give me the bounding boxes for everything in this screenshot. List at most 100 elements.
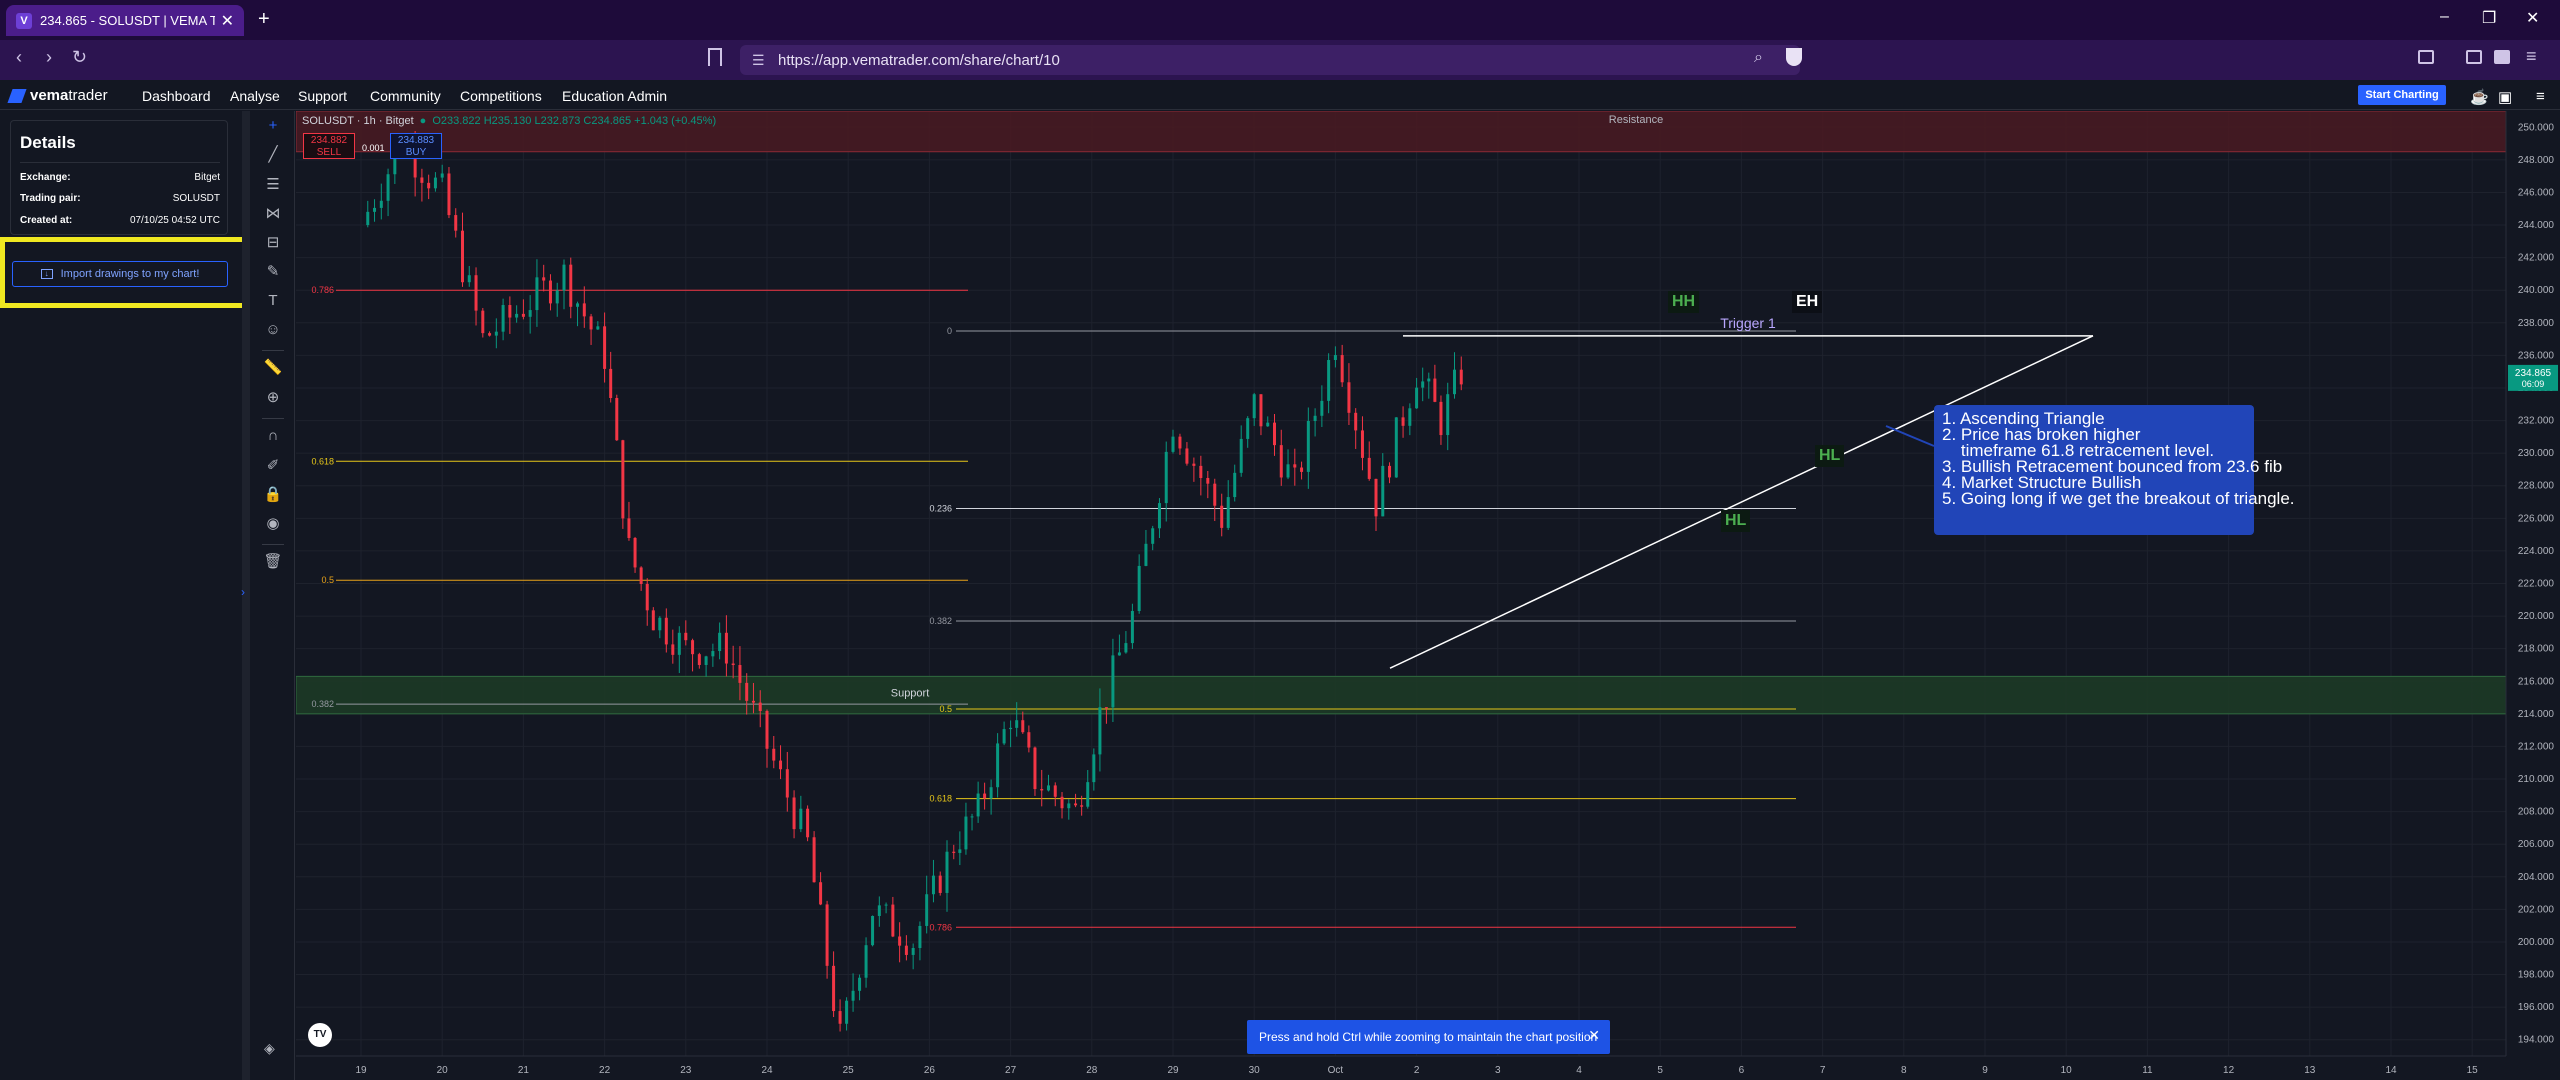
candle-body: [447, 173, 451, 216]
toast-close-icon[interactable]: ✕: [1588, 1027, 1600, 1043]
trash-icon[interactable]: 🗑: [263, 553, 283, 570]
lock-icon[interactable]: 🔒: [263, 486, 283, 503]
symbol-label[interactable]: SOLUSDT · 1h · Bitget: [302, 115, 414, 127]
cast-icon[interactable]: [2418, 50, 2434, 64]
back-arrow-icon[interactable]: ‹: [16, 47, 22, 67]
nav-dashboard[interactable]: Dashboard: [142, 88, 211, 104]
time-tick-label: 13: [2304, 1065, 2316, 1076]
coffee-icon[interactable]: ☕: [2470, 89, 2489, 106]
forward-arrow-icon[interactable]: ›: [46, 47, 52, 67]
hide-drawings-icon[interactable]: ◉: [266, 515, 280, 532]
new-tab-button[interactable]: +: [258, 8, 270, 30]
price-tick-label: 238.000: [2518, 318, 2555, 329]
browser-menu-icon[interactable]: ≡: [2526, 46, 2537, 66]
price-tick-label: 232.000: [2518, 416, 2555, 427]
candle-body: [684, 632, 688, 641]
crosshair-tool-icon[interactable]: +: [268, 117, 278, 134]
analysis-callout[interactable]: 1. Ascending Triangle 2. Price has broke…: [1934, 405, 2295, 535]
candle-body: [1086, 782, 1090, 807]
tab-close-icon[interactable]: ✕: [220, 12, 234, 30]
emoji-tool-icon[interactable]: ☺: [265, 321, 281, 338]
close-window-button[interactable]: ✕: [2526, 10, 2540, 27]
minimize-window-button[interactable]: –: [2440, 8, 2449, 25]
candle-body: [1233, 472, 1237, 498]
url-text: https://app.vematrader.com/share/chart/1…: [778, 51, 1060, 69]
candle-body: [1226, 497, 1230, 528]
candle-body: [1046, 785, 1050, 791]
start-charting-button[interactable]: Start Charting: [2358, 85, 2446, 105]
time-tick-label: 6: [1739, 1065, 1745, 1076]
brush-tool-icon[interactable]: ✎: [266, 263, 280, 280]
tradingview-logo[interactable]: TV: [308, 1023, 332, 1047]
details-title: Details: [20, 133, 76, 152]
toolbar-divider: [262, 544, 284, 545]
time-tick-label: 30: [1249, 1065, 1261, 1076]
zoom-in-tool-icon[interactable]: ⊕: [266, 389, 280, 406]
panel-splitter[interactable]: [242, 111, 250, 1080]
vema-trader-logo[interactable]: vema trader: [7, 87, 108, 104]
candle-body: [851, 990, 855, 1001]
import-drawings-button[interactable]: ↓ Import drawings to my chart!: [12, 261, 228, 287]
candle-body: [918, 925, 922, 949]
eh-label[interactable]: EH: [1792, 291, 1823, 313]
fib-tool-icon[interactable]: ☰: [266, 176, 280, 193]
candle-body: [379, 200, 383, 208]
price-tick-label: 230.000: [2518, 448, 2555, 459]
candle-body: [542, 277, 546, 281]
brave-shield-icon[interactable]: [1786, 48, 1802, 66]
browser-tab[interactable]: V 234.865 - SOLUSDT | VEMA Trad ✕: [6, 5, 244, 36]
maximize-window-button[interactable]: ❐: [2482, 10, 2497, 27]
wallet-icon[interactable]: [2494, 50, 2510, 64]
layers-icon[interactable]: ◈: [264, 1040, 275, 1056]
forecast-tool-icon[interactable]: ⊟: [266, 234, 280, 251]
candle-body: [1124, 643, 1128, 653]
candle-body: [1053, 785, 1057, 797]
collapse-panel-icon[interactable]: ›: [241, 585, 245, 599]
candle-body: [548, 280, 552, 304]
bookmark-icon[interactable]: [708, 48, 722, 66]
candle-body: [983, 793, 987, 799]
stay-in-drawing-icon[interactable]: ✐: [266, 457, 280, 474]
pattern-tool-icon[interactable]: ⋈: [265, 205, 281, 222]
hl-label-left[interactable]: HL: [1721, 510, 1751, 532]
candle-body: [970, 816, 974, 818]
reload-icon[interactable]: ↻: [72, 47, 88, 67]
price-tick-label: 222.000: [2518, 579, 2555, 590]
time-tick-label: 5: [1657, 1065, 1663, 1076]
candle-body: [1092, 754, 1096, 783]
address-bar[interactable]: ☰ https://app.vematrader.com/share/chart…: [740, 45, 1800, 75]
candle-body: [454, 215, 458, 231]
site-settings-icon[interactable]: ☰: [752, 52, 765, 68]
hh-label[interactable]: HH: [1668, 291, 1700, 313]
candle-body: [1367, 457, 1371, 479]
app-menu-icon[interactable]: ≡: [2536, 88, 2545, 105]
nav-competitions[interactable]: Competitions: [460, 88, 542, 104]
nav-education-admin[interactable]: Education Admin: [562, 88, 668, 104]
text-tool-icon[interactable]: T: [268, 292, 278, 309]
time-tick-label: 9: [1982, 1065, 1988, 1076]
price-tick-label: 228.000: [2518, 481, 2555, 492]
hl-label-right[interactable]: HL: [1815, 445, 1845, 467]
nav-support[interactable]: Support: [298, 88, 348, 104]
candle-body: [664, 617, 668, 645]
import-icon: ↓: [40, 269, 53, 279]
notifications-icon[interactable]: ▣: [2498, 89, 2513, 106]
zoom-icon[interactable]: ⌕: [1754, 49, 1763, 66]
trendline-tool-icon[interactable]: ╱: [268, 146, 278, 163]
candle-body: [1354, 412, 1358, 431]
buy-button[interactable]: 234.883 BUY: [390, 133, 442, 159]
buy-price: 234.883: [397, 135, 435, 146]
candle-body: [1415, 387, 1419, 409]
sidebar-toggle-icon[interactable]: [2466, 50, 2482, 64]
candle-body: [474, 275, 478, 311]
candle-body: [671, 644, 675, 655]
magnet-tool-icon[interactable]: ∩: [267, 427, 279, 444]
price-chart[interactable]: Resistance Support 0.786 0.618 0.5 0.382 0 0.23…: [296, 111, 2560, 1080]
ruler-tool-icon[interactable]: 📏: [263, 359, 283, 376]
candle-body: [1273, 422, 1276, 446]
chart-canvas[interactable]: Resistance Support 0.786 0.618 0.5 0.382 0 0.23…: [296, 111, 2560, 1080]
sell-button[interactable]: 234.882 SELL: [303, 133, 355, 159]
nav-analyse[interactable]: Analyse: [230, 88, 280, 104]
nav-community[interactable]: Community: [370, 88, 441, 104]
candle-body: [1080, 805, 1084, 807]
